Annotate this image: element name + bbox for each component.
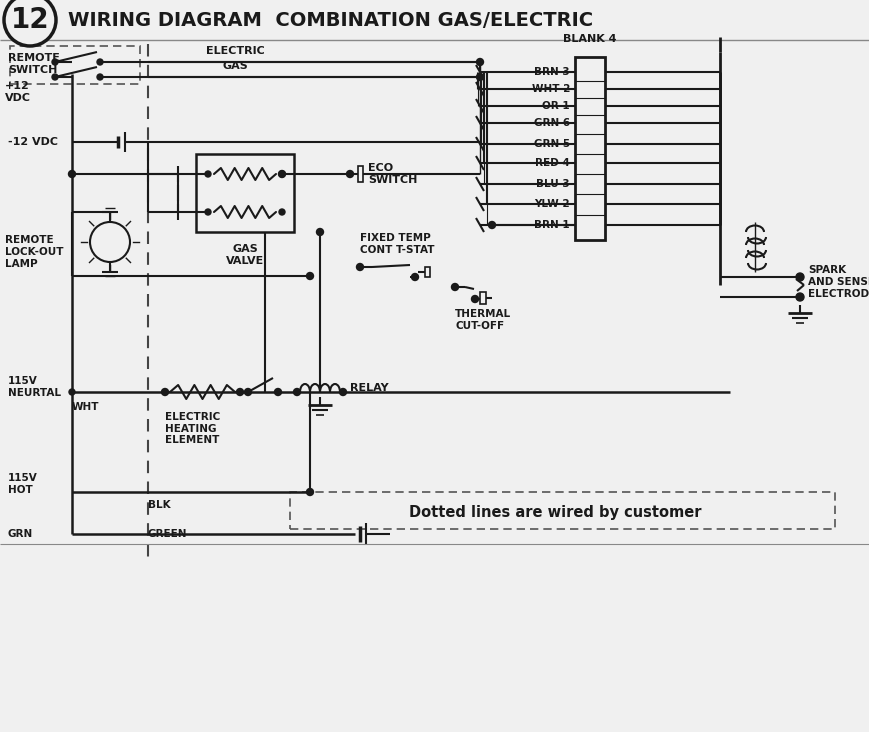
- Circle shape: [52, 74, 58, 80]
- Circle shape: [69, 389, 75, 395]
- Circle shape: [278, 171, 286, 177]
- Circle shape: [347, 171, 354, 177]
- Circle shape: [307, 272, 314, 280]
- Circle shape: [476, 59, 483, 65]
- Text: FIXED TEMP
CONT T-STAT: FIXED TEMP CONT T-STAT: [360, 234, 434, 255]
- Circle shape: [97, 74, 103, 80]
- Bar: [10, 46, 140, 84]
- Text: WHT 2: WHT 2: [532, 84, 570, 94]
- Text: 12: 12: [10, 6, 50, 34]
- Circle shape: [162, 389, 169, 395]
- Circle shape: [412, 274, 419, 280]
- Circle shape: [796, 293, 804, 301]
- Text: GREEN: GREEN: [148, 529, 188, 539]
- Text: THERMAL
CUT-OFF: THERMAL CUT-OFF: [455, 309, 511, 331]
- Text: WHT: WHT: [72, 402, 99, 412]
- Circle shape: [307, 488, 314, 496]
- Text: BLANK 4: BLANK 4: [563, 34, 617, 44]
- Circle shape: [69, 171, 76, 177]
- Circle shape: [4, 0, 56, 46]
- Circle shape: [279, 209, 285, 215]
- Text: WIRING DIAGRAM  COMBINATION GAS/ELECTRIC: WIRING DIAGRAM COMBINATION GAS/ELECTRIC: [68, 10, 594, 29]
- Text: GAS
VALVE: GAS VALVE: [226, 244, 264, 266]
- Text: ELECTRIC: ELECTRIC: [206, 46, 264, 56]
- Text: 115V
NEURTAL: 115V NEURTAL: [8, 376, 61, 397]
- Text: -12 VDC: -12 VDC: [8, 137, 58, 147]
- Text: YLW 2: YLW 2: [534, 199, 570, 209]
- Circle shape: [97, 59, 103, 65]
- Text: GRN: GRN: [8, 529, 33, 539]
- Circle shape: [476, 73, 483, 81]
- Text: BLU 3: BLU 3: [536, 179, 570, 189]
- Bar: [358, 166, 363, 182]
- Text: ECO
SWITCH: ECO SWITCH: [368, 163, 417, 184]
- Text: REMOTE
SWITCH: REMOTE SWITCH: [8, 53, 60, 75]
- Circle shape: [294, 389, 301, 395]
- Bar: [425, 267, 430, 277]
- Text: RED 4: RED 4: [535, 158, 570, 168]
- Text: SPARK
AND SENSE
ELECTRODE: SPARK AND SENSE ELECTRODE: [808, 266, 869, 299]
- Circle shape: [356, 264, 363, 271]
- Circle shape: [244, 389, 251, 395]
- Bar: [196, 154, 294, 232]
- Text: ELECTRIC
HEATING
ELEMENT: ELECTRIC HEATING ELEMENT: [165, 412, 220, 445]
- Text: GAS: GAS: [222, 61, 248, 71]
- Circle shape: [205, 171, 211, 177]
- Bar: [290, 492, 835, 529]
- Text: RELAY: RELAY: [350, 383, 388, 393]
- Text: BRN 3: BRN 3: [534, 67, 570, 77]
- Text: REMOTE
LOCK-OUT
LAMP: REMOTE LOCK-OUT LAMP: [5, 236, 63, 269]
- Circle shape: [236, 389, 243, 395]
- Circle shape: [472, 296, 479, 302]
- Text: +12
VDC: +12 VDC: [5, 81, 31, 102]
- Circle shape: [205, 209, 211, 215]
- Circle shape: [52, 59, 58, 65]
- Circle shape: [452, 283, 459, 291]
- Text: GRN 6: GRN 6: [534, 118, 570, 128]
- Text: GRN 5: GRN 5: [534, 139, 570, 149]
- Circle shape: [796, 273, 804, 281]
- Bar: [480, 292, 486, 304]
- Text: Dotted lines are wired by customer: Dotted lines are wired by customer: [408, 506, 701, 520]
- Circle shape: [340, 389, 347, 395]
- Text: OR 1: OR 1: [542, 101, 570, 111]
- Circle shape: [279, 171, 285, 177]
- Bar: [575, 57, 605, 240]
- Text: BRN 1: BRN 1: [534, 220, 570, 230]
- Circle shape: [488, 222, 495, 228]
- Circle shape: [316, 228, 323, 236]
- Text: BLK: BLK: [148, 500, 170, 510]
- Circle shape: [275, 389, 282, 395]
- Text: 115V
HOT: 115V HOT: [8, 473, 37, 495]
